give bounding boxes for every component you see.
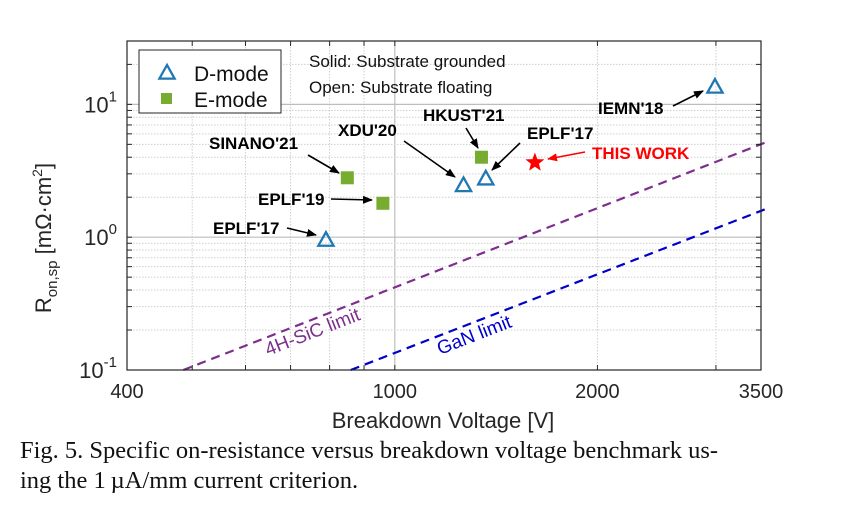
annotation-arrow-iemn-18 (672, 90, 704, 107)
annotation-arrow-this-work (547, 151, 586, 162)
point-triangle-eplf-17 (316, 229, 336, 247)
point-star-this-work (525, 152, 545, 171)
y-label-main: R (31, 297, 56, 313)
point-square-sinano-21 (340, 171, 354, 185)
y-label-sub: on,sp (44, 260, 61, 297)
svg-text:Ron,sp [mΩ·cm2]: Ron,sp [mΩ·cm2] (29, 163, 61, 313)
x-tick-label: 1000 (373, 381, 418, 403)
x-tick-label: 400 (110, 381, 143, 403)
annotations: EPLF'17 SINANO'21 EPLF'19 XDU'20 HKUST'21 EPL… (209, 90, 704, 238)
y-tick-label: 101 (84, 88, 117, 117)
annotation-label-iemn-18: IEMN'18 (598, 99, 663, 118)
note-open: Open: Substrate floating (309, 78, 492, 97)
annotation-label-sinano-21: SINANO'21 (209, 134, 298, 153)
point-square-hkust-21 (474, 150, 488, 164)
point-triangle-eplf-17 (476, 168, 496, 186)
annotation-arrow-eplf-17 (286, 227, 317, 237)
point-triangle-xdu-20 (453, 175, 474, 193)
y-tick-base: 10 (84, 92, 108, 117)
x-axis-label: Breakdown Voltage [V] (332, 408, 555, 433)
y-label-unit-close: ] (31, 163, 56, 169)
figure-caption: Fig. 5. Specific on-resistance versus br… (20, 436, 840, 496)
annotation-label-hkust-21: HKUST'21 (423, 106, 505, 125)
y-tick-exponent: 0 (109, 221, 117, 238)
chart: 4H-SiC limit GaN limit 400 1000 2000 350010-… (29, 40, 784, 433)
y-tick-exponent: -1 (104, 354, 117, 371)
annotation-arrow-hkust-21 (465, 127, 479, 149)
annotation-arrow-xdu-20 (403, 140, 456, 178)
y-tick-exponent: 1 (109, 88, 117, 105)
y-tick-base: 10 (84, 225, 108, 250)
x-tick-label: 2000 (575, 381, 620, 403)
caption-line-1: Fig. 5. Specific on-resistance versus br… (20, 437, 719, 464)
y-tick-label: 10-1 (79, 354, 117, 383)
point-triangle-iemn-18 (705, 76, 725, 94)
legend-label-d-mode: D-mode (194, 63, 269, 86)
y-label-unit: [mΩ·cm (31, 177, 56, 261)
y-tick-label: 100 (84, 221, 117, 250)
plot-frame (126, 40, 762, 371)
point-square-eplf-19 (376, 196, 390, 210)
x-tick-label: 3500 (739, 381, 784, 403)
y-axis-label: Ron,sp [mΩ·cm2] (29, 163, 61, 313)
legend-square-icon (161, 93, 172, 104)
annotation-label-eplf-17: EPLF'17 (213, 219, 279, 238)
annotation-arrow-eplf-17 (491, 142, 521, 171)
annotation-arrow-eplf-19 (330, 195, 373, 204)
annotation-label-xdu-20: XDU'20 (338, 121, 397, 140)
legend-triangle-icon (157, 62, 177, 80)
grid (127, 41, 761, 370)
y-tick-base: 10 (79, 358, 103, 383)
annotation-arrow-sinano-21 (307, 154, 340, 174)
y-label-unit-sup: 2 (29, 169, 45, 177)
data-points (316, 76, 725, 247)
annotation-label-eplf-19: EPLF'19 (258, 190, 324, 209)
caption-line-2: ing the 1 µA/mm current criterion. (20, 467, 359, 494)
legend-label-e-mode: E-mode (194, 89, 268, 112)
annotation-label-this-work: THIS WORK (592, 144, 690, 163)
note-solid: Solid: Substrate grounded (309, 52, 506, 71)
legend: D-mode E-mode (138, 49, 282, 114)
annotation-label-eplf-17: EPLF'17 (527, 124, 593, 143)
